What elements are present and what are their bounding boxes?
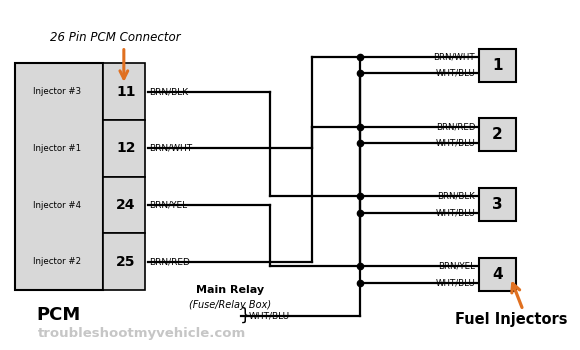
Text: 2: 2 <box>492 127 503 142</box>
Text: BRN/YEL: BRN/YEL <box>438 261 475 271</box>
Text: BRN/WHT: BRN/WHT <box>433 52 475 61</box>
Text: Injector #3: Injector #3 <box>33 87 81 96</box>
Text: 11: 11 <box>116 85 136 99</box>
Text: BRN/RED: BRN/RED <box>149 257 190 266</box>
Text: BRN/WHT: BRN/WHT <box>149 144 192 153</box>
Bar <box>479 188 516 221</box>
Text: WHT/BLU: WHT/BLU <box>249 312 290 321</box>
Text: BRN/BLK: BRN/BLK <box>437 192 475 201</box>
Text: WHT/BLU: WHT/BLU <box>435 139 475 148</box>
Text: Injector #2: Injector #2 <box>33 257 81 266</box>
Text: WHT/BLU: WHT/BLU <box>435 278 475 287</box>
Text: BRN/YEL: BRN/YEL <box>149 201 187 210</box>
Text: BRN/BLK: BRN/BLK <box>149 87 188 96</box>
Text: WHT/BLU: WHT/BLU <box>435 208 475 217</box>
Bar <box>103 120 145 177</box>
Text: BRN/RED: BRN/RED <box>436 122 475 131</box>
Bar <box>15 63 103 290</box>
Text: Injector #1: Injector #1 <box>33 144 81 153</box>
Text: 3: 3 <box>492 197 503 212</box>
Text: troubleshootmyvehicle.com: troubleshootmyvehicle.com <box>38 327 246 340</box>
Text: 4: 4 <box>492 267 503 282</box>
Text: Injector #4: Injector #4 <box>33 201 81 210</box>
Bar <box>479 118 516 152</box>
Bar <box>479 258 516 291</box>
Text: PCM: PCM <box>37 306 81 324</box>
Bar <box>479 49 516 82</box>
Text: 24: 24 <box>116 198 136 212</box>
Bar <box>103 233 145 290</box>
Bar <box>103 177 145 233</box>
Text: }: } <box>240 307 250 325</box>
Text: 26 Pin PCM Connector: 26 Pin PCM Connector <box>50 31 180 44</box>
Bar <box>103 63 145 120</box>
Text: Main Relay: Main Relay <box>196 285 264 295</box>
Text: (Fuse/Relay Box): (Fuse/Relay Box) <box>189 300 271 310</box>
Text: WHT/BLU: WHT/BLU <box>435 69 475 78</box>
Text: 12: 12 <box>116 141 136 155</box>
Text: 25: 25 <box>116 255 136 269</box>
Text: Fuel Injectors: Fuel Injectors <box>455 312 568 327</box>
Text: 1: 1 <box>492 58 503 73</box>
